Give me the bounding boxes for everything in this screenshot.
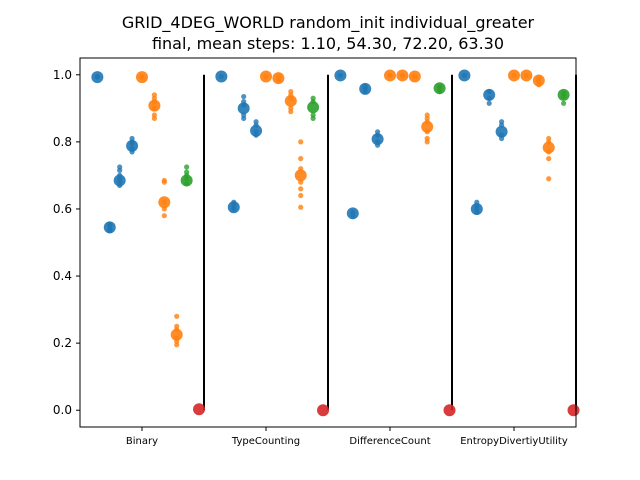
data-point-6-0 [161, 213, 167, 219]
data-point-18-3 [310, 95, 316, 101]
data-point-5-1 [151, 112, 157, 118]
mean-marker-39 [567, 404, 580, 417]
y-tick-label-3: 0.6 [53, 202, 72, 216]
plot-area: 0.0 0.2 0.4 0.6 0.8 1.0 Binary TypeCounting Diff… [53, 57, 580, 447]
mean-marker-20 [334, 69, 347, 82]
y-tick-label-2: 0.4 [53, 269, 72, 283]
x-tick-label-3: EntropyDivertiyUtility [460, 436, 568, 447]
data-point-33-3 [499, 119, 505, 125]
data-point-17-1 [298, 192, 304, 199]
mean-marker-19 [317, 404, 330, 417]
mean-marker-1 [103, 221, 116, 234]
data-point-2-5 [117, 164, 123, 170]
x-tick-label-1: TypeCounting [231, 436, 300, 447]
data-point-17-0 [298, 204, 304, 210]
mean-marker-27 [421, 120, 434, 133]
data-point-7-4 [174, 323, 180, 329]
mean-marker-0 [91, 71, 104, 84]
mean-marker-22 [359, 82, 372, 95]
data-point-23-3 [375, 129, 381, 135]
chart-title-line2: final, mean steps: 1.10, 54.30, 72.20, 6… [152, 34, 504, 53]
data-point-18-1 [310, 112, 316, 118]
axes-frame [79, 57, 577, 428]
data-point-37-1 [546, 156, 552, 162]
mean-marker-7 [170, 328, 183, 341]
mean-marker-23 [371, 133, 384, 146]
data-point-32-0 [486, 100, 492, 106]
data-point-17-6 [298, 139, 304, 145]
y-tick-label-1: 0.2 [53, 336, 72, 350]
mean-marker-28 [433, 82, 446, 95]
mean-marker-2 [113, 174, 126, 187]
mean-marker-34 [508, 69, 520, 82]
mean-marker-9 [193, 403, 206, 416]
mean-marker-36 [532, 74, 545, 87]
data-point-13-3 [253, 119, 259, 125]
data-point-16-1 [288, 105, 294, 111]
data-point-8-3 [184, 169, 190, 175]
data-point-8-4 [184, 164, 190, 170]
mean-marker-18 [307, 101, 320, 114]
x-tick-label-2: DifferenceCount [349, 436, 430, 447]
data-point-27-1 [424, 135, 430, 142]
mean-marker-26 [408, 70, 421, 83]
mean-marker-3 [126, 139, 139, 152]
data-point-17-5 [298, 156, 304, 162]
mean-marker-12 [237, 102, 250, 115]
y-tick-label-0: 0.0 [53, 403, 72, 417]
data-point-6-4 [161, 177, 167, 184]
data-point-5-5 [151, 92, 157, 98]
chart-title-line1: GRID_4DEG_WORLD random_init individual_g… [122, 13, 535, 33]
mean-marker-30 [458, 69, 471, 82]
mean-marker-13 [250, 124, 263, 137]
mean-marker-21 [346, 207, 359, 220]
y-tick-label-5: 1.0 [53, 68, 72, 82]
mean-marker-38 [557, 88, 570, 101]
mean-marker-6 [158, 196, 171, 209]
mean-marker-35 [520, 69, 533, 82]
data-point-37-4 [546, 135, 552, 142]
mean-marker-29 [443, 404, 456, 417]
mean-marker-5 [148, 99, 161, 112]
mean-marker-14 [260, 70, 272, 83]
mean-marker-4 [136, 71, 148, 84]
mean-marker-11 [227, 201, 240, 214]
mean-marker-31 [470, 202, 483, 215]
data-point-16-4 [288, 88, 294, 95]
y-tick-label-4: 0.8 [53, 135, 72, 149]
data-point-17-2 [298, 186, 304, 192]
mean-marker-17 [294, 169, 307, 182]
mean-marker-37 [542, 141, 555, 154]
mean-marker-24 [384, 69, 396, 82]
mean-marker-8 [180, 174, 193, 187]
data-point-7-5 [174, 313, 180, 319]
x-tick-label-0: Binary [126, 436, 158, 447]
data-point-38-0 [561, 100, 567, 106]
data-point-37-0 [546, 176, 552, 182]
data-point-12-4 [241, 93, 247, 100]
mean-marker-15 [272, 72, 285, 85]
mean-marker-16 [284, 94, 297, 107]
mean-marker-32 [483, 88, 496, 101]
mean-marker-10 [215, 70, 228, 83]
data-point-27-5 [424, 112, 430, 118]
mean-marker-33 [495, 125, 508, 138]
mean-marker-25 [396, 69, 409, 82]
data-point-3-4 [129, 135, 135, 142]
